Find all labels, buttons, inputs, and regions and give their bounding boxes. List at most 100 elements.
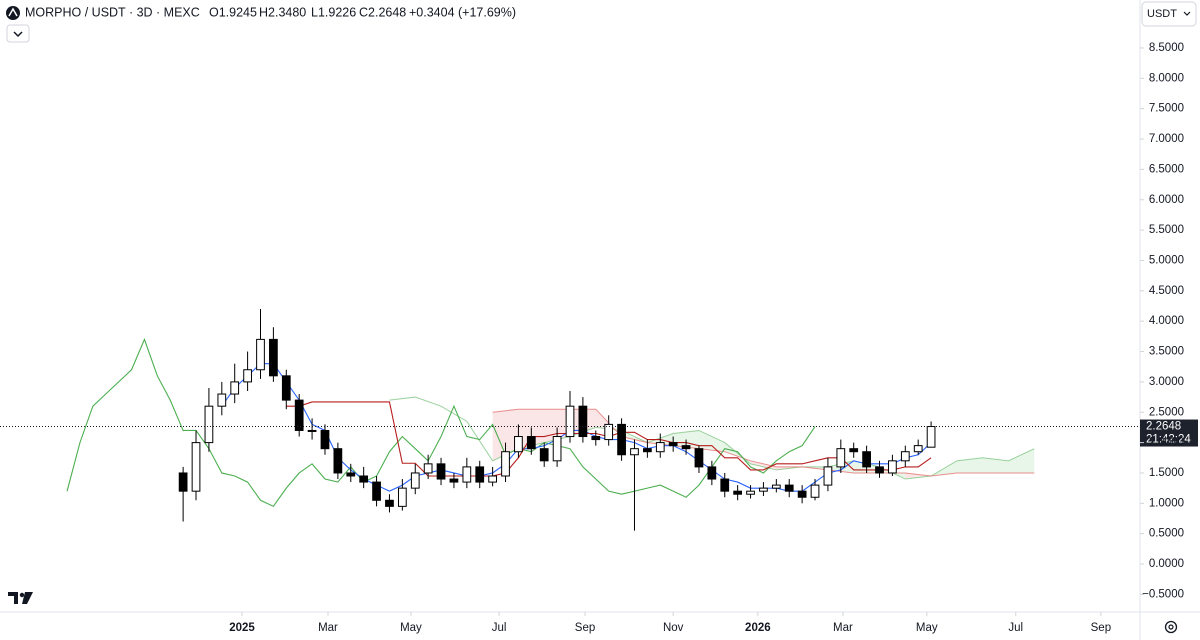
ohlc-high: H2.3480	[259, 5, 306, 19]
cloud-fill	[982, 457, 1009, 473]
cloud-fill	[1008, 448, 1035, 473]
candle-body	[256, 338, 265, 371]
candle-body	[410, 472, 420, 489]
y-tick-label: 1.0000	[1149, 497, 1184, 509]
candle-body	[759, 487, 768, 492]
candle-body	[849, 448, 859, 453]
x-tick-label: May	[916, 622, 938, 634]
candle-body	[643, 448, 652, 453]
ohlc-low: L1.9226	[311, 5, 356, 19]
candle-body	[217, 393, 227, 407]
collapse-button[interactable]	[6, 24, 30, 43]
candle-body	[604, 423, 614, 441]
x-tick-label: May	[400, 622, 422, 634]
candle-body	[385, 499, 394, 507]
candle-body	[617, 423, 626, 456]
ohlc-open: O1.9245	[209, 5, 257, 19]
x-tick-label: Jul	[492, 622, 507, 634]
y-tick-label: 4.5000	[1149, 285, 1184, 297]
candle-body	[539, 448, 549, 462]
candle-body	[488, 475, 497, 483]
candle-body	[926, 426, 936, 448]
gear-icon	[1164, 620, 1178, 634]
candle-body	[269, 338, 278, 377]
x-tick-label: Sep	[1091, 622, 1111, 634]
candle-body	[320, 429, 330, 450]
countdown-label: 21:42:24	[1146, 434, 1191, 446]
candle-body	[204, 405, 214, 444]
candle-body	[333, 448, 343, 474]
candle-body	[836, 448, 846, 468]
x-tick-label: 2025	[229, 622, 255, 634]
candle-body	[191, 442, 201, 492]
indicator-line	[66, 337, 816, 508]
x-tick-label: Nov	[663, 622, 684, 634]
y-tick-label: 8.5000	[1149, 42, 1184, 54]
x-tick-label: 2026	[745, 622, 771, 634]
y-tick-label: 5.5000	[1149, 224, 1184, 236]
cloud-fill	[956, 457, 983, 473]
x-tick-label: Mar	[318, 622, 338, 634]
candle-body	[565, 405, 575, 438]
currency-label: USDT	[1147, 8, 1177, 20]
candle-body	[178, 472, 188, 492]
y-tick-label: 6.5000	[1149, 163, 1184, 175]
candle-body	[346, 472, 356, 477]
y-tick-label: −0.5000	[1142, 588, 1184, 600]
y-tick-label: 7.5000	[1149, 103, 1184, 115]
x-tick-label: Jul	[1008, 622, 1023, 634]
candle-body	[797, 490, 807, 498]
currency-button[interactable]	[1141, 1, 1197, 27]
candle-body	[630, 448, 639, 456]
candle-body	[746, 490, 755, 495]
cloud-fill	[905, 472, 932, 480]
candle-body	[655, 442, 665, 453]
candle-body	[720, 478, 730, 492]
gear-icon	[1168, 624, 1174, 630]
candle-body	[784, 484, 794, 492]
candle-body	[359, 475, 369, 483]
y-tick-label: 8.0000	[1149, 72, 1184, 84]
candle-body	[810, 484, 820, 498]
candle-body	[281, 375, 291, 401]
y-tick-label: 7.0000	[1149, 133, 1184, 145]
last-price-label: 2.2648	[1146, 421, 1181, 433]
candle-body	[707, 466, 717, 480]
symbol-logo	[6, 6, 20, 20]
candle-body	[771, 484, 781, 489]
candle-body	[372, 481, 381, 501]
change: +0.3404 (+17.69%)	[409, 5, 516, 19]
y-tick-label: 1.5000	[1149, 467, 1184, 479]
candle-body	[397, 487, 407, 507]
y-tick-label: 3.0000	[1149, 376, 1184, 388]
y-tick-label: 2.5000	[1149, 406, 1184, 418]
candle-body	[875, 466, 884, 474]
cloud-fill	[492, 409, 519, 461]
y-tick-label: 5.0000	[1149, 254, 1184, 266]
tv-logo-part	[22, 592, 33, 604]
tv-logo-part	[8, 592, 18, 604]
candle-body	[423, 463, 433, 474]
candle-body	[913, 445, 923, 453]
candle-body	[552, 436, 562, 462]
candle-body	[436, 463, 446, 480]
candle-body	[862, 451, 871, 468]
span-a-line	[389, 396, 1035, 480]
chevron-icon	[13, 31, 23, 38]
cloud-fill	[698, 430, 725, 452]
candle-body	[475, 466, 485, 483]
candle-body	[694, 448, 704, 468]
candle-body	[681, 445, 691, 450]
y-tick-label: 0.5000	[1149, 528, 1184, 540]
symbol-logo-mark	[8, 7, 18, 17]
settings-button[interactable]	[1164, 620, 1178, 634]
candle-body	[462, 466, 472, 483]
candle-body	[591, 436, 601, 441]
y-tick-label: 4.0000	[1149, 315, 1184, 327]
currency-chevron	[1183, 11, 1191, 16]
y-tick-label: 3.5000	[1149, 346, 1184, 358]
candle-body	[243, 369, 252, 383]
candle-body	[733, 490, 743, 495]
